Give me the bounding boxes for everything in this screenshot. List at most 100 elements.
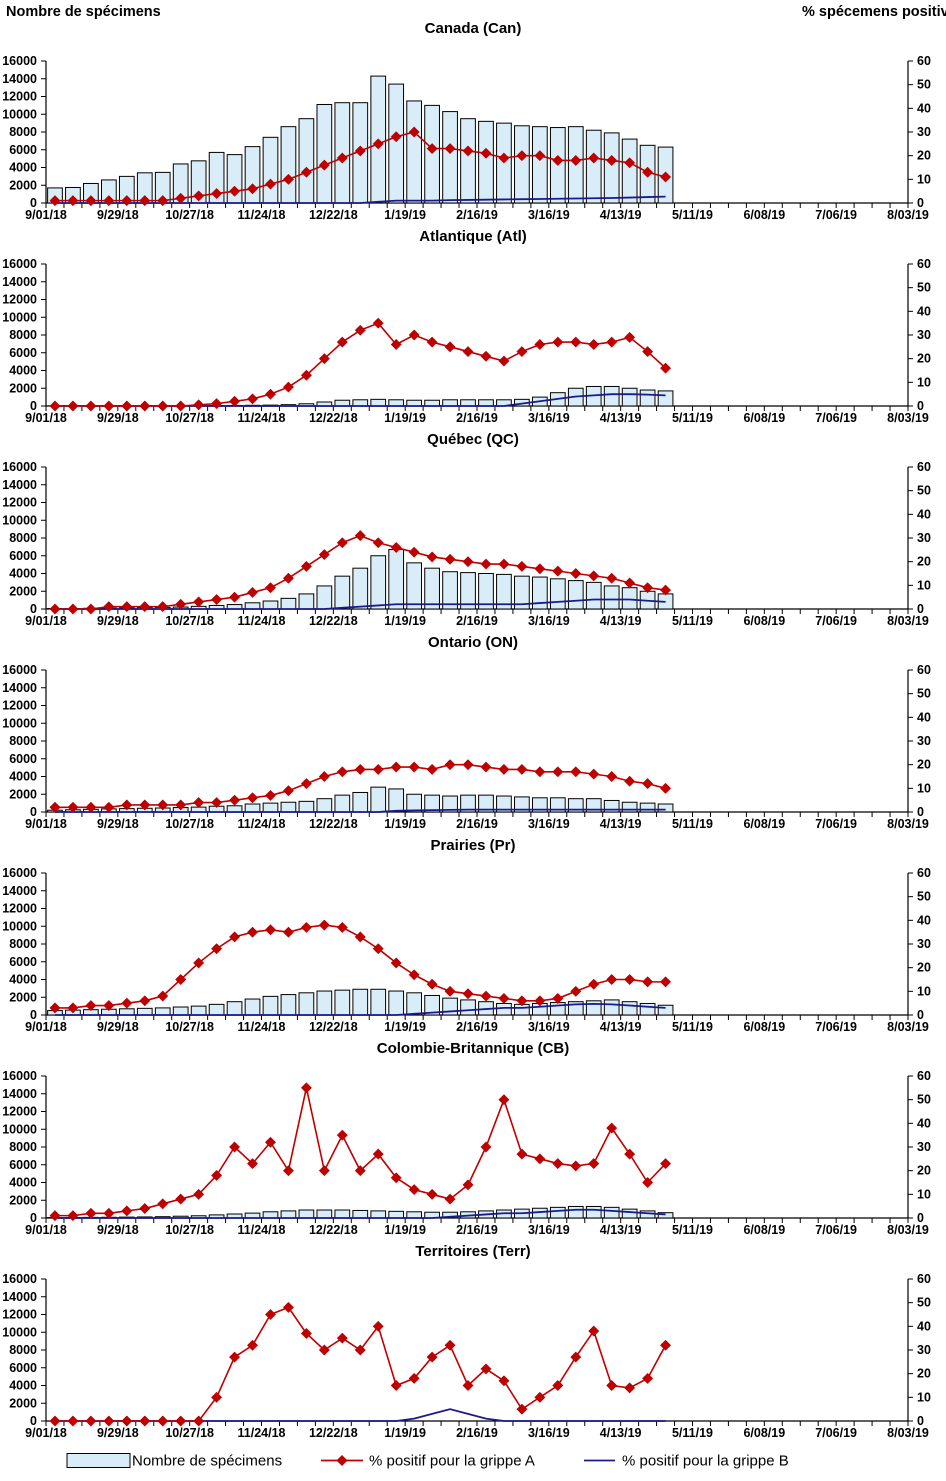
svg-text:30: 30 <box>917 1140 931 1154</box>
svg-text:50: 50 <box>917 484 931 498</box>
svg-text:12/22/18: 12/22/18 <box>309 1426 358 1440</box>
svg-text:11/24/18: 11/24/18 <box>238 208 286 222</box>
svg-text:12000: 12000 <box>2 1308 37 1322</box>
svg-text:4/13/19: 4/13/19 <box>600 817 642 831</box>
svg-text:9/01/18: 9/01/18 <box>25 1426 67 1440</box>
svg-text:40: 40 <box>917 710 931 724</box>
svg-text:14000: 14000 <box>2 884 37 898</box>
svg-text:11/24/18: 11/24/18 <box>238 817 286 831</box>
svg-text:50: 50 <box>917 1093 931 1107</box>
svg-text:8/03/19: 8/03/19 <box>887 614 929 628</box>
svg-text:8000: 8000 <box>9 734 37 748</box>
svg-text:12000: 12000 <box>2 902 37 916</box>
svg-text:12000: 12000 <box>2 90 37 104</box>
svg-text:60: 60 <box>917 1272 931 1286</box>
svg-text:30: 30 <box>917 531 931 545</box>
svg-text:12/22/18: 12/22/18 <box>309 817 358 831</box>
svg-text:50: 50 <box>917 1296 931 1310</box>
svg-text:12/22/18: 12/22/18 <box>309 1223 358 1237</box>
svg-text:7/06/19: 7/06/19 <box>815 1020 857 1034</box>
svg-text:2/16/19: 2/16/19 <box>456 1020 498 1034</box>
svg-text:10000: 10000 <box>2 716 37 730</box>
svg-text:3/16/19: 3/16/19 <box>528 614 570 628</box>
svg-text:10000: 10000 <box>2 1325 37 1339</box>
svg-text:4000: 4000 <box>9 161 37 175</box>
svg-text:6000: 6000 <box>9 1158 37 1172</box>
svg-text:12000: 12000 <box>2 496 37 510</box>
svg-text:1/19/19: 1/19/19 <box>384 1426 426 1440</box>
svg-text:16000: 16000 <box>2 663 37 677</box>
svg-text:7/06/19: 7/06/19 <box>815 1223 857 1237</box>
svg-text:8000: 8000 <box>9 125 37 139</box>
svg-text:12/22/18: 12/22/18 <box>309 1020 358 1034</box>
svg-text:16000: 16000 <box>2 54 37 68</box>
svg-text:6/08/19: 6/08/19 <box>743 208 785 222</box>
svg-text:10/27/18: 10/27/18 <box>165 1020 214 1034</box>
svg-text:Québec (QC): Québec (QC) <box>427 431 519 448</box>
svg-text:12/22/18: 12/22/18 <box>309 208 358 222</box>
svg-text:3/16/19: 3/16/19 <box>528 1426 570 1440</box>
svg-text:2000: 2000 <box>9 787 37 801</box>
svg-text:14000: 14000 <box>2 1087 37 1101</box>
svg-text:11/24/18: 11/24/18 <box>238 614 286 628</box>
svg-text:2/16/19: 2/16/19 <box>456 1223 498 1237</box>
svg-text:14000: 14000 <box>2 478 37 492</box>
svg-text:40: 40 <box>917 304 931 318</box>
svg-text:2/16/19: 2/16/19 <box>456 208 498 222</box>
svg-text:30: 30 <box>917 328 931 342</box>
svg-text:6000: 6000 <box>9 955 37 969</box>
svg-text:2/16/19: 2/16/19 <box>456 614 498 628</box>
svg-text:9/01/18: 9/01/18 <box>25 1020 67 1034</box>
svg-text:8000: 8000 <box>9 328 37 342</box>
svg-text:5/11/19: 5/11/19 <box>672 614 713 628</box>
svg-text:10/27/18: 10/27/18 <box>165 1223 214 1237</box>
svg-text:4000: 4000 <box>9 1176 37 1190</box>
svg-text:3/16/19: 3/16/19 <box>528 1020 570 1034</box>
svg-text:4000: 4000 <box>9 364 37 378</box>
svg-text:10/27/18: 10/27/18 <box>165 411 214 425</box>
svg-text:10/27/18: 10/27/18 <box>165 817 214 831</box>
svg-text:6/08/19: 6/08/19 <box>743 1223 785 1237</box>
svg-text:14000: 14000 <box>2 275 37 289</box>
svg-text:10: 10 <box>917 984 931 998</box>
svg-text:3/16/19: 3/16/19 <box>528 817 570 831</box>
svg-text:2/16/19: 2/16/19 <box>456 1426 498 1440</box>
svg-text:11/24/18: 11/24/18 <box>238 1426 286 1440</box>
svg-text:50: 50 <box>917 687 931 701</box>
svg-text:60: 60 <box>917 866 931 880</box>
svg-text:50: 50 <box>917 890 931 904</box>
svg-text:11/24/18: 11/24/18 <box>238 1223 286 1237</box>
svg-text:10/27/18: 10/27/18 <box>165 614 214 628</box>
svg-text:20: 20 <box>917 1164 931 1178</box>
svg-text:8000: 8000 <box>9 937 37 951</box>
svg-text:2000: 2000 <box>9 584 37 598</box>
svg-text:Colombie-Britannique (CB): Colombie-Britannique (CB) <box>377 1040 570 1057</box>
svg-text:12000: 12000 <box>2 293 37 307</box>
svg-text:6/08/19: 6/08/19 <box>743 411 785 425</box>
svg-text:3/16/19: 3/16/19 <box>528 1223 570 1237</box>
svg-text:12/22/18: 12/22/18 <box>309 614 358 628</box>
svg-text:6000: 6000 <box>9 752 37 766</box>
svg-text:8000: 8000 <box>9 1140 37 1154</box>
svg-text:4/13/19: 4/13/19 <box>600 208 642 222</box>
svg-text:60: 60 <box>917 663 931 677</box>
svg-text:9/01/18: 9/01/18 <box>25 1223 67 1237</box>
svg-text:9/29/18: 9/29/18 <box>97 1020 139 1034</box>
svg-text:% spécemens positive: % spécemens positive <box>802 4 946 20</box>
svg-text:10: 10 <box>917 1187 931 1201</box>
svg-text:2000: 2000 <box>9 1396 37 1410</box>
svg-text:9/29/18: 9/29/18 <box>97 1223 139 1237</box>
svg-text:8000: 8000 <box>9 531 37 545</box>
svg-text:3/16/19: 3/16/19 <box>528 411 570 425</box>
svg-text:16000: 16000 <box>2 460 37 474</box>
svg-text:60: 60 <box>917 1069 931 1083</box>
svg-text:20: 20 <box>917 352 931 366</box>
svg-text:6/08/19: 6/08/19 <box>743 1426 785 1440</box>
svg-text:1/19/19: 1/19/19 <box>384 1223 426 1237</box>
svg-text:Territoires (Terr): Territoires (Terr) <box>415 1243 530 1260</box>
svg-text:6/08/19: 6/08/19 <box>743 614 785 628</box>
svg-text:16000: 16000 <box>2 866 37 880</box>
svg-text:8/03/19: 8/03/19 <box>887 1020 929 1034</box>
svg-text:7/06/19: 7/06/19 <box>815 208 857 222</box>
svg-text:10000: 10000 <box>2 310 37 324</box>
